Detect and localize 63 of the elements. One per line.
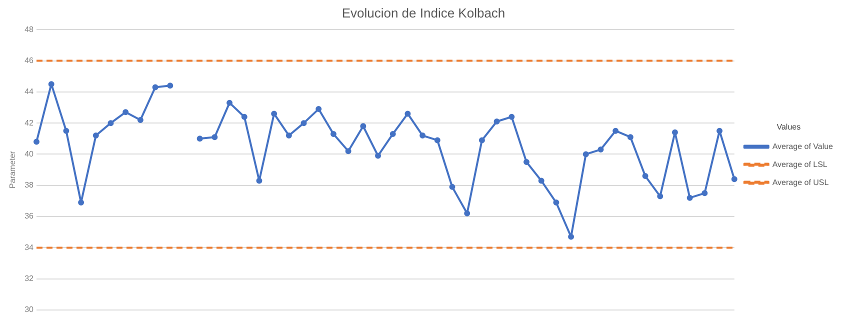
point bbox=[464, 210, 470, 216]
point bbox=[420, 132, 426, 139]
point bbox=[256, 178, 262, 184]
y-tick-label: 44 bbox=[24, 87, 34, 96]
point bbox=[404, 110, 411, 117]
point bbox=[226, 100, 233, 106]
y-tick-label: 36 bbox=[24, 212, 34, 221]
point bbox=[137, 116, 144, 123]
point bbox=[642, 173, 648, 180]
y-tick-label: 30 bbox=[24, 305, 34, 314]
point bbox=[375, 152, 382, 159]
point bbox=[271, 110, 278, 117]
point bbox=[63, 128, 70, 134]
chart-title: Evolucion de Indice Kolbach bbox=[342, 5, 506, 20]
point bbox=[449, 184, 456, 190]
point bbox=[345, 148, 352, 154]
point bbox=[300, 120, 307, 126]
point bbox=[434, 137, 440, 144]
point bbox=[167, 82, 174, 89]
y-tick-label: 34 bbox=[24, 242, 34, 252]
point bbox=[568, 234, 574, 240]
y-tick-label: 48 bbox=[24, 24, 34, 34]
point bbox=[196, 136, 203, 142]
point bbox=[212, 134, 218, 140]
point bbox=[34, 138, 40, 145]
y-tick-label: 40 bbox=[24, 149, 34, 158]
point bbox=[390, 130, 396, 137]
point bbox=[508, 114, 515, 120]
point bbox=[627, 134, 634, 140]
point bbox=[612, 128, 619, 134]
point bbox=[316, 106, 322, 112]
legend-label: Average of Value bbox=[772, 142, 834, 152]
point bbox=[152, 84, 158, 90]
point bbox=[716, 128, 723, 134]
legend-title: Values bbox=[776, 122, 801, 132]
point bbox=[582, 151, 589, 158]
point bbox=[92, 132, 99, 139]
point bbox=[48, 81, 54, 88]
point bbox=[330, 130, 336, 137]
point bbox=[686, 194, 693, 201]
point bbox=[108, 120, 114, 126]
y-tick-label: 46 bbox=[24, 56, 34, 65]
point bbox=[553, 200, 560, 206]
y-tick-label: 38 bbox=[24, 180, 34, 190]
point bbox=[122, 109, 129, 116]
point bbox=[286, 132, 292, 139]
legend-label: Average of USL bbox=[772, 178, 830, 188]
y-axis-title: Parameter bbox=[8, 150, 18, 188]
point bbox=[360, 123, 366, 130]
point bbox=[241, 114, 248, 120]
point bbox=[702, 190, 708, 196]
point bbox=[672, 129, 678, 136]
y-tick-label: 42 bbox=[24, 118, 34, 128]
point bbox=[494, 118, 500, 125]
legend-label: Average of LSL bbox=[772, 160, 828, 170]
point bbox=[523, 159, 530, 166]
point bbox=[598, 146, 604, 153]
point bbox=[538, 178, 544, 184]
point bbox=[657, 193, 664, 200]
point bbox=[78, 200, 84, 206]
point bbox=[731, 176, 738, 182]
y-tick-label: 32 bbox=[24, 274, 34, 284]
point bbox=[478, 137, 485, 144]
